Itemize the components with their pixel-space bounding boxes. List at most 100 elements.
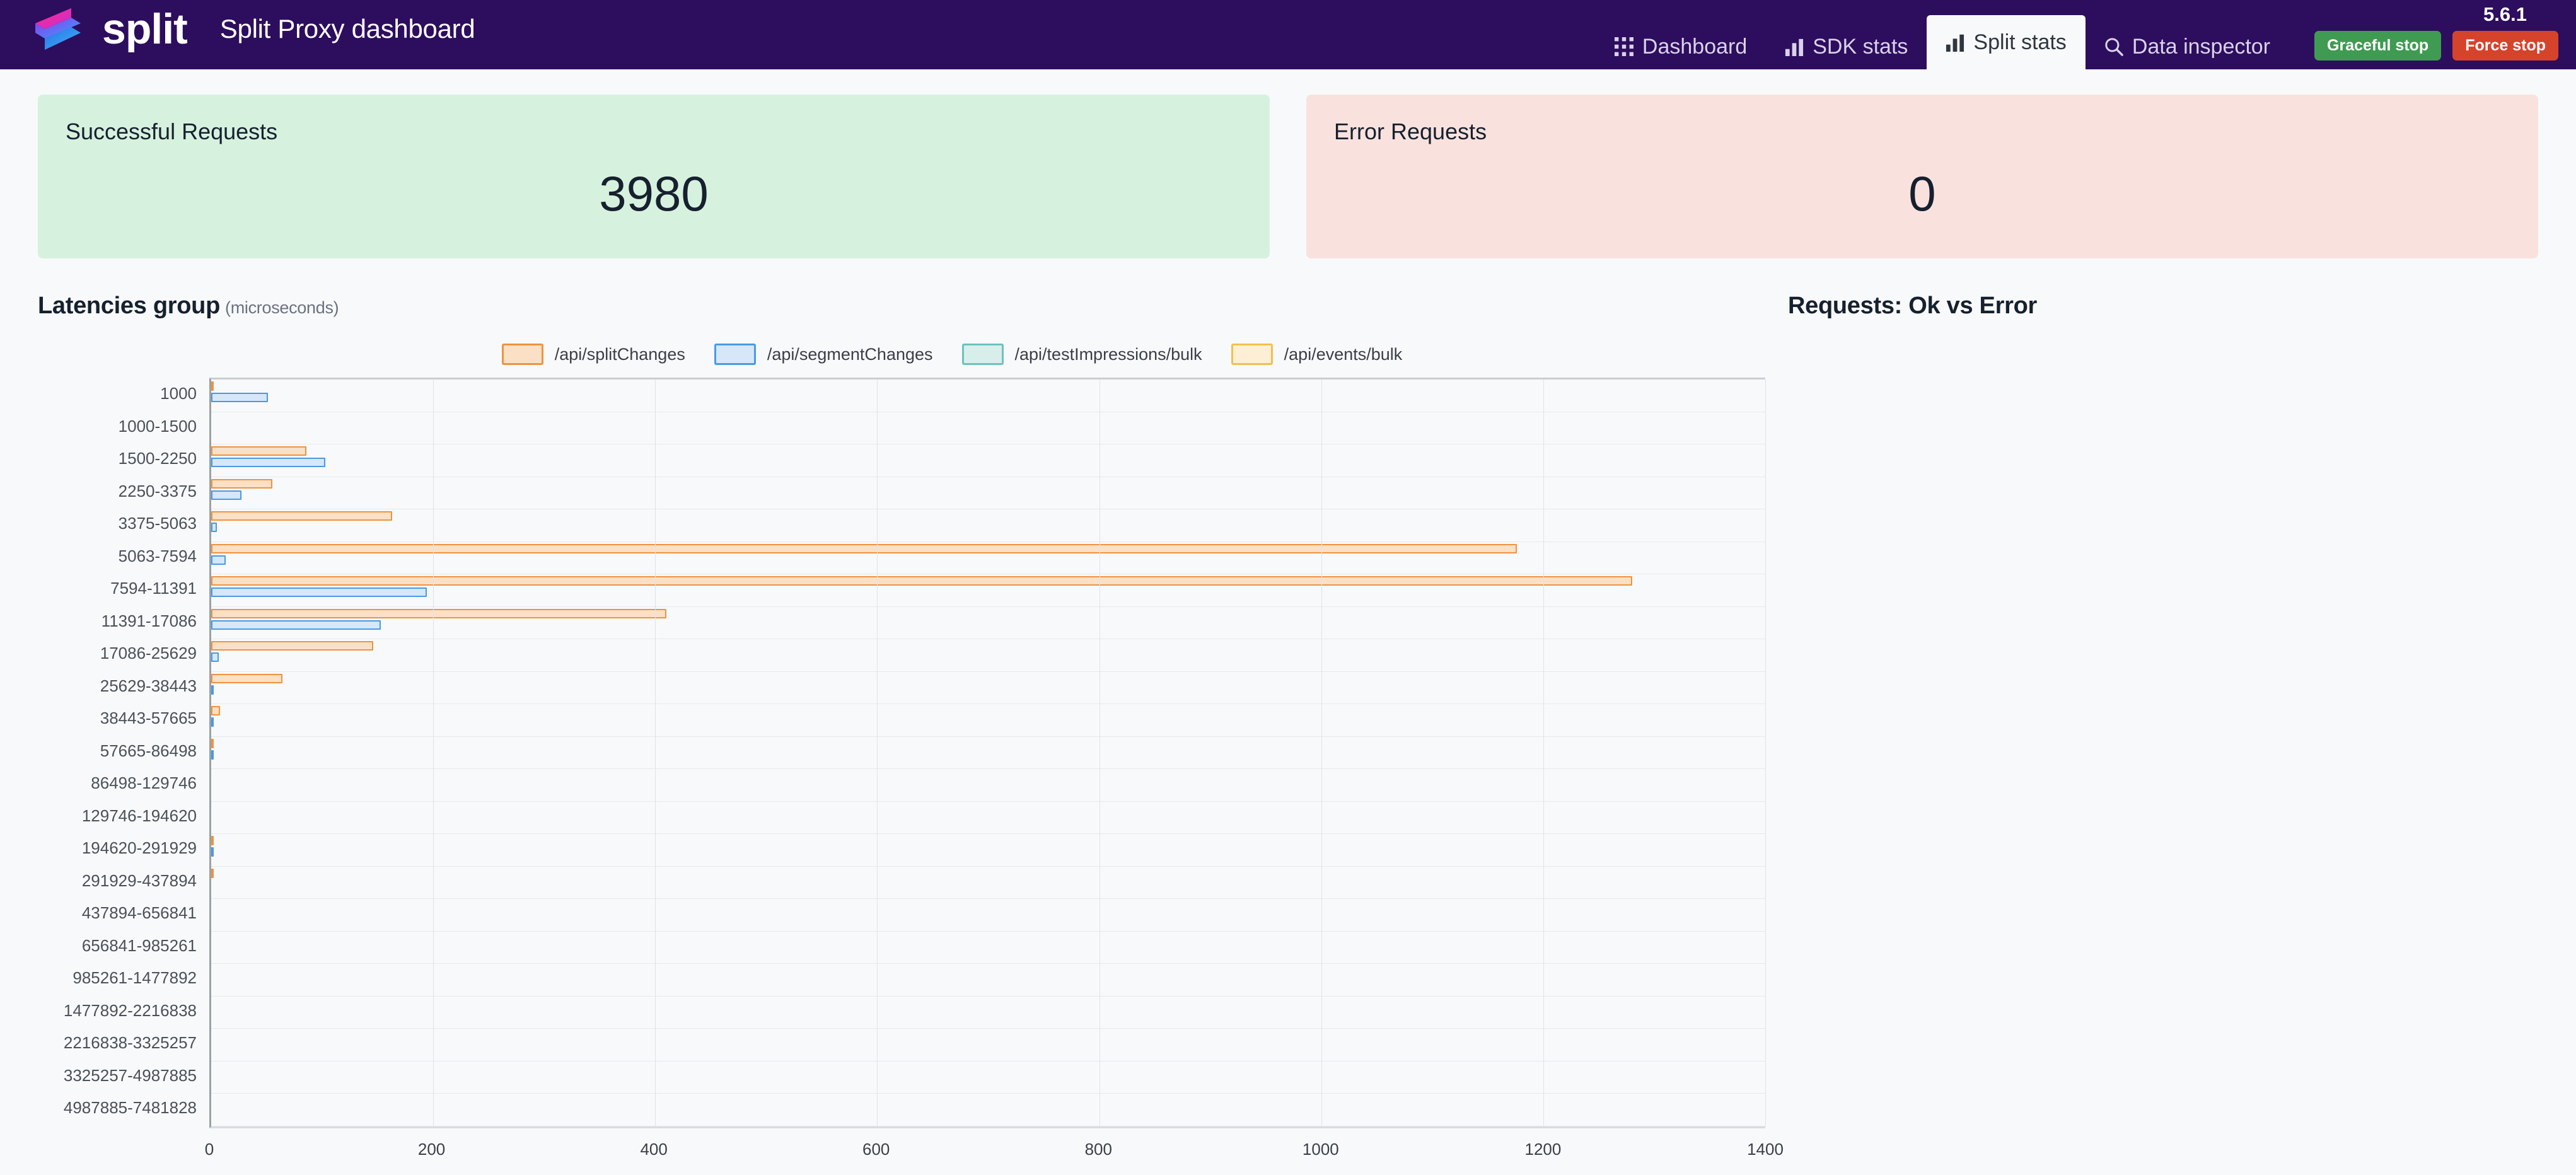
error-requests-card: Error Requests 0 <box>1306 95 2538 258</box>
search-icon <box>2104 37 2123 56</box>
chart-bar[interactable] <box>211 620 381 630</box>
tab-split-stats[interactable]: Split stats <box>1927 15 2086 69</box>
chart-plot-area <box>209 378 1766 1128</box>
graceful-stop-button[interactable]: Graceful stop <box>2314 31 2442 61</box>
chart-bar[interactable] <box>211 393 268 402</box>
chart-row <box>211 509 1765 542</box>
chart-row <box>211 477 1765 509</box>
chart-bar[interactable] <box>211 641 374 651</box>
chart-row <box>211 1062 1765 1094</box>
chart-x-tick: 1000 <box>1302 1139 1339 1159</box>
chart-row <box>211 574 1765 607</box>
chart-x-axis: 0 200 400 600 800 1000 1200 1400 <box>205 1128 1784 1172</box>
chart-bar[interactable] <box>211 588 427 597</box>
chart-bar[interactable] <box>211 381 214 391</box>
chart-bar[interactable] <box>211 490 241 500</box>
chart-y-label: 4987885-7481828 <box>63 1098 197 1118</box>
chart-bar[interactable] <box>211 717 214 727</box>
chart-row <box>211 899 1765 932</box>
chart-bar[interactable] <box>211 608 666 618</box>
chart-y-label: 25629-38443 <box>100 676 197 695</box>
chart-row <box>211 672 1765 704</box>
chart-y-label: 1477892-2216838 <box>63 1000 197 1020</box>
chart-bar[interactable] <box>211 868 214 878</box>
chart-y-label: 2216838-3325257 <box>63 1033 197 1053</box>
chart-bar[interactable] <box>211 673 282 683</box>
top-navbar: split Split Proxy dashboard Dashboard <box>0 0 2576 69</box>
chart-bar[interactable] <box>211 446 307 456</box>
chart-row <box>211 1094 1765 1126</box>
chart-y-label: 129746-194620 <box>81 806 197 825</box>
latencies-title-text: Latencies group <box>38 292 220 319</box>
legend-item[interactable]: /api/segmentChanges <box>714 344 933 365</box>
legend-swatch <box>501 344 543 365</box>
chart-bar[interactable] <box>211 706 221 715</box>
tab-dashboard-label: Dashboard <box>1642 34 1748 59</box>
chart-y-label: 2250-3375 <box>118 481 197 501</box>
chart-gridline <box>877 379 878 1126</box>
chart-row <box>211 639 1765 672</box>
successful-requests-title: Successful Requests <box>66 119 278 144</box>
chart-y-label: 291929-437894 <box>81 871 197 890</box>
chart-bar[interactable] <box>211 523 217 532</box>
brand[interactable]: split Split Proxy dashboard <box>28 6 475 69</box>
legend-swatch <box>714 344 756 365</box>
chart-x-tick: 800 <box>1084 1139 1112 1159</box>
chart-bar[interactable] <box>211 738 214 748</box>
chart-y-label: 437894-656841 <box>81 903 197 923</box>
tab-sdk-stats[interactable]: SDK stats <box>1766 24 1927 69</box>
chart-legend: /api/splitChanges/api/segmentChanges/api… <box>139 344 1765 365</box>
chart-row <box>211 867 1765 899</box>
stat-cards: Successful Requests 3980 Error Requests … <box>0 69 2576 258</box>
chart-y-label: 194620-291929 <box>81 838 197 858</box>
chart-row <box>211 769 1765 802</box>
chart-row <box>211 1029 1765 1062</box>
chart-y-label: 86498-129746 <box>91 773 197 793</box>
chart-y-axis: 1000 1000-1500 1500-2250 2250-3375 3375-5063… <box>38 378 209 1128</box>
latencies-panel: Latencies group (microseconds) /api/split… <box>38 292 1784 1172</box>
chart-bar[interactable] <box>211 543 1517 553</box>
bar-chart-icon <box>1946 33 1964 52</box>
page-title: Split Proxy dashboard <box>219 14 475 43</box>
chart-gridline <box>1765 379 1766 1126</box>
chart-bar[interactable] <box>211 555 226 565</box>
chart-gridline <box>655 379 656 1126</box>
chart-y-label: 3325257-4987885 <box>63 1065 197 1085</box>
chart-bar[interactable] <box>211 576 1632 586</box>
legend-swatch <box>961 344 1004 365</box>
legend-item[interactable]: /api/events/bulk <box>1231 344 1403 365</box>
legend-item[interactable]: /api/testImpressions/bulk <box>961 344 1202 365</box>
stop-buttons: Graceful stop Force stop <box>2314 31 2558 61</box>
successful-requests-card: Successful Requests 3980 <box>38 95 1270 258</box>
chart-y-label: 1000-1500 <box>118 416 197 436</box>
chart-x-tick: 1200 <box>1524 1139 1562 1159</box>
chart-row <box>211 964 1765 997</box>
tab-dashboard[interactable]: Dashboard <box>1596 24 1766 69</box>
split-logo-icon <box>35 8 81 50</box>
error-requests-title: Error Requests <box>1334 119 1487 144</box>
nav-tabs: Dashboard SDK stats Split stats <box>1596 0 2289 69</box>
chart-row <box>211 444 1765 477</box>
chart-bar[interactable] <box>211 652 219 662</box>
latencies-title-unit: (microseconds) <box>225 298 339 317</box>
tab-data-inspector[interactable]: Data inspector <box>2086 24 2289 69</box>
chart-bar[interactable] <box>211 511 392 521</box>
force-stop-button[interactable]: Force stop <box>2452 31 2558 61</box>
chart-bar[interactable] <box>211 836 214 845</box>
legend-label: /api/segmentChanges <box>767 344 933 364</box>
chart-bar[interactable] <box>211 750 214 760</box>
chart-bar[interactable] <box>211 685 214 695</box>
chart-bar[interactable] <box>211 478 272 489</box>
legend-label: /api/events/bulk <box>1284 344 1403 364</box>
chart-y-label: 3375-5063 <box>118 514 197 533</box>
chart-bar[interactable] <box>211 847 214 857</box>
bar-chart-icon <box>1785 37 1804 56</box>
legend-label: /api/splitChanges <box>554 344 685 364</box>
chart-bar[interactable] <box>211 458 326 467</box>
chart-gridline <box>1099 379 1100 1126</box>
legend-item[interactable]: /api/splitChanges <box>501 344 685 365</box>
action-group: 5.6.1 Graceful stop Force stop <box>2289 3 2558 69</box>
chart-x-tick: 600 <box>862 1139 890 1159</box>
chart-y-label: 57665-86498 <box>100 741 197 760</box>
chart-row <box>211 412 1765 444</box>
